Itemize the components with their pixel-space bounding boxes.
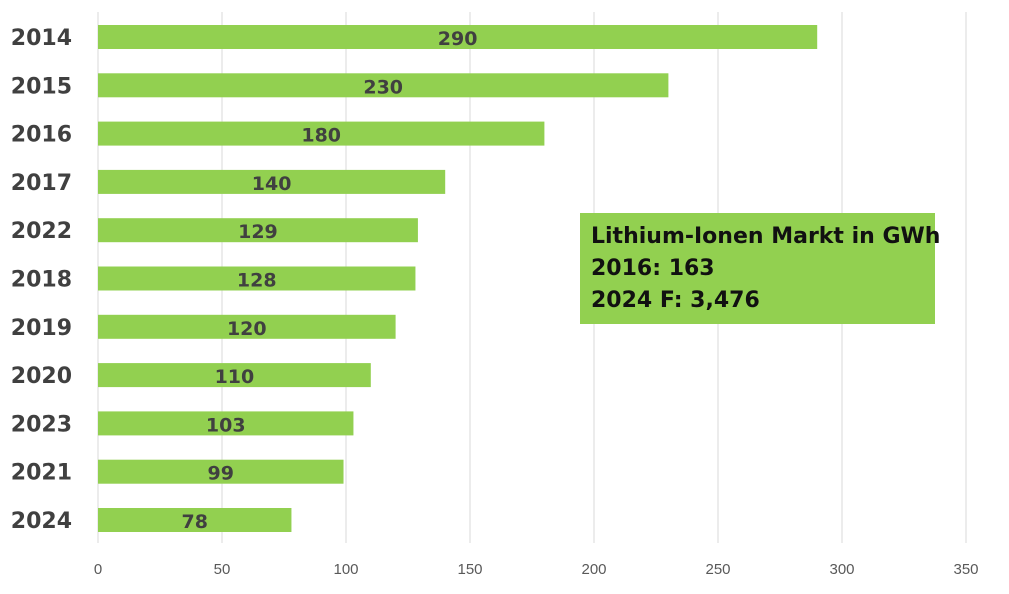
annotation-title: Lithium-Ionen Markt in GWh bbox=[591, 224, 941, 249]
category-label: 2022 bbox=[11, 219, 72, 244]
annotation-box: Lithium-Ionen Markt in GWh 2016: 163 202… bbox=[580, 213, 941, 324]
data-label: 230 bbox=[363, 76, 403, 98]
x-tick-label: 250 bbox=[705, 561, 730, 578]
x-tick-label: 50 bbox=[214, 561, 231, 578]
category-label: 2024 bbox=[11, 509, 72, 534]
x-tick-label: 0 bbox=[94, 561, 102, 578]
category-label: 2014 bbox=[11, 26, 72, 51]
x-tick-labels: 0 50 100 150 200 250 300 350 bbox=[94, 561, 979, 578]
category-label: 2020 bbox=[11, 364, 72, 389]
bar bbox=[98, 459, 344, 484]
data-label: 140 bbox=[252, 173, 292, 195]
data-label: 78 bbox=[181, 511, 207, 533]
data-label: 99 bbox=[208, 463, 234, 485]
data-label: 110 bbox=[215, 366, 255, 388]
data-label: 290 bbox=[438, 28, 478, 50]
category-label: 2021 bbox=[11, 461, 72, 486]
category-label: 2019 bbox=[11, 316, 72, 341]
annotation-2024-forecast: 2024 F: 3,476 bbox=[591, 288, 760, 313]
bar bbox=[98, 508, 292, 532]
data-label: 120 bbox=[227, 318, 267, 340]
bar bbox=[98, 121, 545, 146]
x-tick-label: 150 bbox=[457, 561, 482, 578]
category-label: 2018 bbox=[11, 268, 72, 293]
category-labels: 2014 2015 2016 2017 2022 2018 2019 2020 2023 2021… bbox=[11, 26, 72, 534]
data-label: 103 bbox=[206, 414, 246, 436]
bar bbox=[98, 169, 446, 194]
category-label: 2023 bbox=[11, 412, 72, 437]
annotation-2016-value: 2016: 163 bbox=[591, 256, 715, 281]
category-label: 2015 bbox=[11, 74, 72, 99]
x-tick-label: 200 bbox=[581, 561, 606, 578]
category-label: 2017 bbox=[11, 171, 72, 196]
bar bbox=[98, 218, 418, 243]
bar bbox=[98, 73, 669, 98]
data-label: 129 bbox=[238, 221, 278, 243]
bar bbox=[98, 363, 371, 388]
x-tick-label: 300 bbox=[829, 561, 854, 578]
bar bbox=[98, 411, 354, 436]
data-label: 128 bbox=[237, 270, 277, 292]
x-tick-label: 100 bbox=[333, 561, 358, 578]
bar bbox=[98, 314, 396, 339]
bar bbox=[98, 266, 416, 291]
bars: 290 230 180 140 129 128 120 110 103 99 78 bbox=[98, 25, 818, 533]
bar bbox=[98, 25, 818, 49]
data-label: 180 bbox=[301, 125, 341, 147]
x-tick-label: 350 bbox=[953, 561, 978, 578]
category-label: 2016 bbox=[11, 123, 72, 148]
